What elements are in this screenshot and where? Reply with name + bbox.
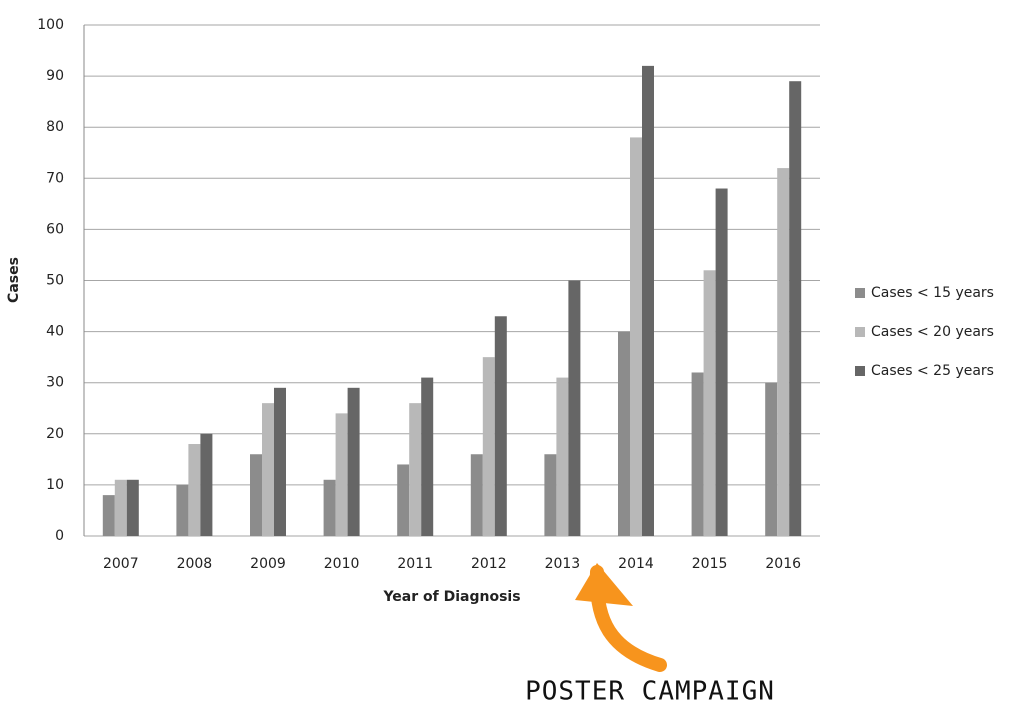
annotation: POSTER CAMPAIGN <box>525 677 775 707</box>
bar <box>482 357 495 536</box>
bar <box>409 403 422 536</box>
bar <box>715 188 728 536</box>
bar <box>126 479 139 536</box>
legend-label: Cases < 15 years <box>871 285 994 301</box>
x-tick-label: 2011 <box>397 556 433 572</box>
bar <box>397 464 410 536</box>
bar <box>470 454 483 536</box>
x-tick-label: 2013 <box>545 556 581 572</box>
y-tick-label: 70 <box>46 170 64 186</box>
legend-swatch <box>855 288 865 298</box>
x-tick-label: 2014 <box>618 556 654 572</box>
y-tick-label: 40 <box>46 324 64 340</box>
bar <box>765 382 778 536</box>
y-tick-label: 30 <box>46 375 64 391</box>
bar <box>691 372 704 536</box>
y-tick-label: 50 <box>46 273 64 289</box>
bar <box>188 444 201 536</box>
bar <box>200 433 213 536</box>
bar <box>642 65 654 536</box>
x-tick-label: 2016 <box>765 556 801 572</box>
bar <box>262 403 274 536</box>
y-axis-title: Cases <box>6 257 22 303</box>
bar <box>274 387 286 536</box>
x-tick-label: 2015 <box>692 556 728 572</box>
bar <box>335 413 348 536</box>
bar <box>703 270 716 536</box>
bar <box>777 168 790 536</box>
bar <box>250 454 262 536</box>
y-tick-label: 10 <box>46 477 64 493</box>
annotation-arrowhead <box>575 563 633 606</box>
legend-label: Cases < 20 years <box>871 324 994 340</box>
bar <box>102 495 115 536</box>
y-tick-label: 80 <box>46 119 64 135</box>
bar <box>421 377 434 536</box>
bar <box>630 137 642 537</box>
legend-label: Cases < 25 years <box>871 363 994 379</box>
bar <box>568 280 581 536</box>
bar <box>494 316 507 536</box>
legend-swatch <box>855 327 865 337</box>
x-tick-label: 2010 <box>324 556 360 572</box>
y-tick-label: 20 <box>46 426 64 442</box>
y-tick-label: 60 <box>46 221 64 237</box>
bar <box>347 387 360 536</box>
x-tick-label: 2008 <box>177 556 213 572</box>
bar <box>544 454 557 536</box>
x-tick-label: 2009 <box>250 556 286 572</box>
y-tick-label: 100 <box>37 17 64 33</box>
y-tick-label: 90 <box>46 68 64 84</box>
bar <box>618 331 630 536</box>
bar <box>114 479 127 536</box>
legend-swatch <box>855 366 865 376</box>
bar <box>556 377 569 536</box>
bar <box>176 484 189 536</box>
bar <box>789 81 802 537</box>
bar <box>323 479 336 536</box>
x-tick-label: 2012 <box>471 556 507 572</box>
x-tick-label: 2007 <box>103 556 139 572</box>
y-tick-label: 0 <box>55 528 64 544</box>
x-axis-title: Year of Diagnosis <box>382 589 520 605</box>
